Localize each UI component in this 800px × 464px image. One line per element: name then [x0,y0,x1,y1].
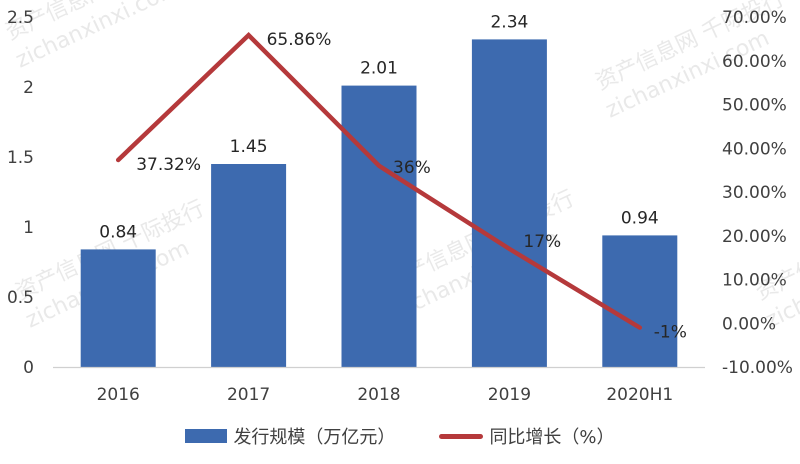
left-axis-tick: 1.5 [7,148,34,168]
bar-data-label: 1.45 [230,137,268,157]
right-axis-tick: 10.00% [722,271,787,291]
right-axis-tick: 20.00% [722,227,787,247]
bar-data-label: 0.94 [621,208,659,228]
bar [80,249,156,367]
left-axis-tick: 2 [23,78,34,98]
left-axis-tick: 2.5 [7,8,34,28]
x-axis-labels: 2016 2017 2018 2019 2020H1 [97,385,674,405]
legend-item-bar: 发行规模（万亿元） [185,423,395,449]
line-data-label: 65.86% [267,30,332,50]
legend-line-swatch-icon [439,433,484,439]
right-axis-tick: 70.00% [722,8,787,28]
left-axis-tick: 0 [23,358,34,378]
left-axis-tick: 1 [23,218,34,238]
bar-data-label: 0.84 [99,222,137,242]
line-series-yoy-growth: 37.32% 65.86% 36% 17% -1% [115,30,687,343]
line-data-label: -1% [654,323,687,343]
left-axis-ticks: 0 0.5 1 1.5 2 2.5 [7,8,34,378]
bar [211,164,287,367]
right-axis-ticks: -10.00% 0.00% 10.00% 20.00% 30.00% 40.00% 50.0… [722,8,793,378]
right-axis-tick: 30.00% [722,183,787,203]
bar [602,235,678,367]
left-axis-tick: 0.5 [7,288,34,308]
right-axis-tick: 0.00% [722,314,776,334]
legend-bar-label: 发行规模（万亿元） [233,427,396,448]
bar-data-label: 2.34 [490,12,528,32]
x-axis-label: 2020H1 [606,385,673,405]
right-axis-tick: -10.00% [722,358,793,378]
legend-item-line: 同比增长（%） [439,423,615,449]
right-axis-tick: 40.00% [722,139,787,159]
line-data-label: 37.32% [136,155,201,175]
line-data-label: 17% [523,232,561,252]
x-axis-label: 2018 [357,385,400,405]
legend: 发行规模（万亿元） 同比增长（%） [0,418,800,454]
line-data-label: 36% [393,158,431,178]
x-axis-label: 2016 [97,385,140,405]
bar [471,39,547,368]
bar [341,85,417,367]
x-axis-label: 2019 [488,385,531,405]
bar-data-label: 2.01 [360,59,398,79]
right-axis-tick: 60.00% [722,52,787,72]
x-axis-label: 2017 [227,385,270,405]
growth-line [115,31,643,330]
legend-bar-swatch-icon [185,429,228,443]
bar-series-issuance-scale: 0.84 1.45 2.01 2.34 0.94 [80,12,678,368]
right-axis-tick: 50.00% [722,96,787,116]
legend-line-label: 同比增长（%） [489,427,615,448]
